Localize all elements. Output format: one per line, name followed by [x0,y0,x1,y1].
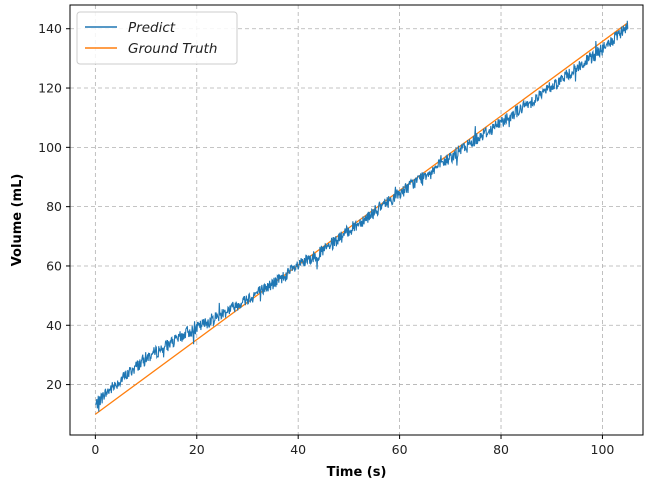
x-tick-label: 60 [392,442,408,457]
series-line-predict [95,20,629,412]
x-tick-label: 40 [290,442,306,457]
series-lines [94,20,629,415]
x-tick-label: 100 [591,442,615,457]
axis-ticks: 0 20 40 60 80 100 20 40 60 80 100 120 140 [38,21,614,457]
y-tick-label: 40 [46,318,62,333]
legend: Predict Ground Truth [76,11,238,65]
y-tick-label: 60 [46,258,62,273]
x-tick-label: 0 [91,442,99,457]
legend-label-ground-truth: Ground Truth [128,41,217,57]
y-tick-label: 20 [46,377,62,392]
plot-area-frame [69,4,644,436]
y-tick-label: 100 [38,140,62,155]
grid-lines [70,5,643,435]
x-tick-label: 80 [493,442,509,457]
legend-box [76,11,238,65]
series-line-ground-truth [94,22,629,415]
x-axis-label: Time (s) [327,465,387,480]
y-tick-label: 120 [38,81,62,96]
legend-label-predict: Predict [128,20,176,36]
y-tick-label: 80 [46,199,62,214]
y-tick-label: 140 [38,21,62,36]
y-axis-label: Volume (mL) [10,174,25,267]
x-tick-label: 20 [189,442,205,457]
